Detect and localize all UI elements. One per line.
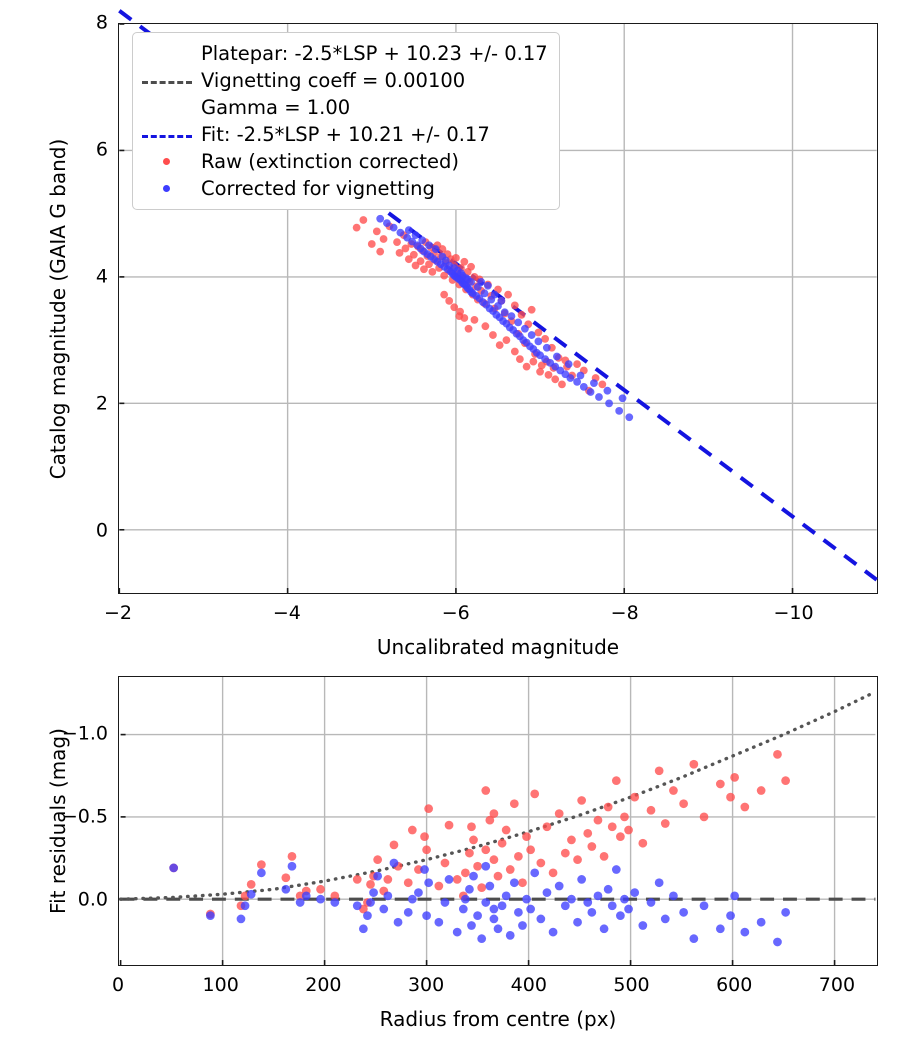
y-tick-label: 6 [95, 138, 108, 161]
legend-item[interactable]: Raw (extinction corrected) [142, 148, 548, 175]
legend-item[interactable]: Platepar: -2.5*LSP + 10.23 +/- 0.17 [142, 40, 548, 67]
x-tick-label: 400 [510, 974, 547, 996]
empty-handle-icon [142, 44, 192, 64]
legend-item-label: Corrected for vignetting [201, 176, 435, 200]
x-tick-label: −6 [441, 602, 470, 624]
marker-swatch [163, 185, 170, 192]
x-tick-label: 200 [305, 974, 342, 996]
legend-item[interactable]: Fit: -2.5*LSP + 10.21 +/- 0.17 [142, 121, 548, 148]
line-swatch [142, 80, 192, 84]
scatter-series [169, 858, 790, 947]
plot-legend: Platepar: -2.5*LSP + 10.23 +/- 0.17 Vigne… [132, 32, 560, 210]
x-tick-label: −10 [773, 602, 814, 624]
calibration-y-axis-label: Catalog magnitude (GAIA G band) [46, 138, 70, 479]
legend-item[interactable]: Corrected for vignetting [142, 175, 548, 202]
x-tick-label: −8 [610, 602, 639, 624]
dashed-blue-line-icon [142, 125, 192, 145]
x-tick-label: 600 [716, 974, 753, 996]
y-tick-label: 2 [95, 392, 108, 415]
residuals-x-axis-label: Radius from centre (px) [379, 1007, 617, 1031]
x-tick-label: −4 [272, 602, 301, 624]
y-tick-label: 0.0 [77, 888, 108, 911]
x-tick-label: 100 [202, 974, 239, 996]
y-tick-label: −0.5 [61, 805, 108, 828]
y-tick-label: 4 [95, 265, 108, 288]
legend-item[interactable]: Gamma = 1.00 [142, 94, 548, 121]
marker-swatch [163, 158, 170, 165]
scatter-series [376, 214, 634, 422]
y-tick-label: 8 [95, 11, 108, 34]
calibration-x-axis-label: Uncalibrated magnitude [376, 635, 620, 659]
dashed-gray-line-icon [142, 71, 192, 91]
scatter-series [169, 749, 790, 919]
line-swatch [142, 134, 192, 138]
calibration-plot-canvas [118, 9, 878, 593]
y-tick-label: −1.0 [61, 722, 108, 745]
legend-item-label: Gamma = 1.00 [201, 95, 351, 119]
x-tick-label: 700 [818, 974, 856, 996]
y-tick-label: 0 [95, 519, 108, 542]
blue-dot-marker-icon [142, 179, 192, 199]
red-dot-marker-icon [142, 152, 192, 172]
legend-item-label: Vignetting coeff = 0.00100 [201, 68, 466, 92]
residuals-y-axis-label: Fit residuals (mag) [46, 728, 70, 914]
legend-item-label: Fit: -2.5*LSP + 10.21 +/- 0.17 [201, 122, 490, 146]
residuals-plot-canvas [118, 677, 878, 965]
x-tick-label: 0 [111, 974, 125, 996]
legend-item[interactable]: Vignetting coeff = 0.00100 [142, 67, 548, 94]
empty-handle-icon [142, 98, 192, 118]
legend-item-label: Platepar: -2.5*LSP + 10.23 +/- 0.17 [201, 41, 548, 65]
x-tick-label: 500 [613, 974, 650, 996]
x-tick-label: 300 [407, 974, 445, 996]
legend-item-label: Raw (extinction corrected) [201, 149, 459, 173]
x-tick-label: −2 [103, 602, 133, 624]
fit-residuals-plot [118, 676, 878, 966]
